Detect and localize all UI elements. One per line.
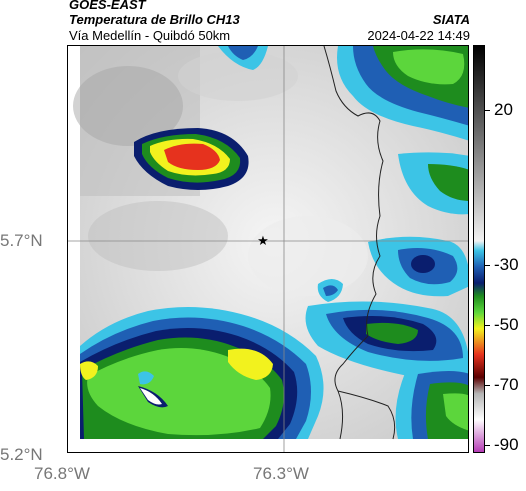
colorbar-label-minus90: -90 <box>494 435 519 454</box>
border-line-branch <box>337 390 396 440</box>
colorbar-tick <box>485 325 490 326</box>
storm-band-southeast <box>305 301 468 439</box>
lon-label-76.8: 76.8°W <box>34 464 90 483</box>
organization-label: SIATA <box>432 12 470 27</box>
cloud-dark-patch <box>88 201 228 271</box>
product-title: Temperatura de Brillo CH13 <box>69 12 240 27</box>
map-canvas: ★ <box>68 46 468 452</box>
storm-cell-east <box>368 152 468 297</box>
cloud-dark-patch <box>73 66 183 146</box>
colorbar-tick <box>485 265 490 266</box>
colorbar-label-20: 20 <box>494 100 513 119</box>
timestamp: 2024-04-22 14:49 <box>367 28 470 43</box>
cloud-light-patch <box>178 51 298 101</box>
storm-cell-southwest <box>80 307 324 439</box>
colorbar-tick <box>485 445 490 446</box>
region-subtitle: Vía Medellín - Quibdó 50km <box>69 28 231 43</box>
border-line <box>323 46 384 440</box>
storm-cell-small-core <box>323 285 338 296</box>
satellite-title: GOES-EAST <box>69 0 146 12</box>
lat-label-5.7: 5.7°N <box>0 231 43 250</box>
storm-cell-northwest <box>134 128 249 190</box>
lon-label-76.3: 76.3°W <box>253 464 309 483</box>
colorbar-tick <box>485 385 490 386</box>
lat-label-5.2: 5.2°N <box>0 445 43 464</box>
star-marker: ★ <box>257 234 269 249</box>
colorbar-label-minus30: -30 <box>494 255 519 274</box>
storm-cell-northeast <box>218 46 468 141</box>
colorbar <box>473 45 485 453</box>
colorbar-tick <box>485 110 490 111</box>
colorbar-label-minus50: -50 <box>494 315 519 334</box>
cloud-light-patch <box>248 216 368 296</box>
colorbar-label-minus70: -70 <box>494 375 519 394</box>
satellite-map: ★ <box>67 45 469 453</box>
